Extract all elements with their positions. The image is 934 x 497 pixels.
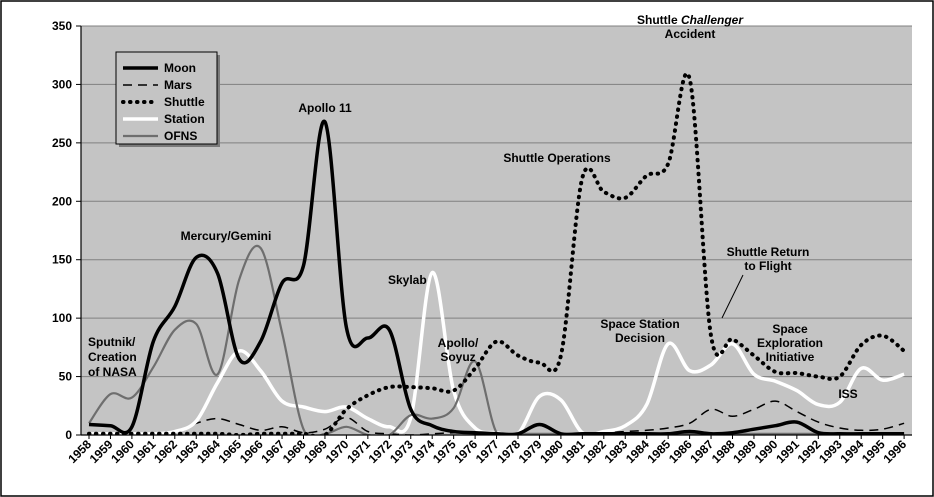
annotation-line: Shuttle bbox=[637, 13, 681, 27]
annotation-4: Apollo/Soyuz bbox=[438, 336, 479, 364]
annotation-0: Sputnik/Creation of NASA bbox=[88, 335, 137, 379]
x-tick-label-1983: 1983 bbox=[602, 437, 631, 466]
annotation-line: Space Station bbox=[600, 317, 679, 331]
x-tick-label-1971: 1971 bbox=[344, 437, 373, 466]
x-tick-label-1978: 1978 bbox=[494, 437, 523, 466]
annotation-line: Mercury/Gemini bbox=[181, 229, 272, 243]
annotation-line: of NASA bbox=[88, 365, 137, 379]
legend-label-shuttle: Shuttle bbox=[164, 95, 205, 109]
x-tick-label-1963: 1963 bbox=[173, 437, 202, 466]
annotation-9: Space Exploration Initiative bbox=[757, 322, 823, 364]
y-tick-label-0: 0 bbox=[65, 428, 72, 442]
series-line-moon bbox=[88, 120, 905, 435]
x-tick-label-1990: 1990 bbox=[752, 437, 781, 466]
x-tick-label-1988: 1988 bbox=[709, 437, 738, 466]
legend-label-mars: Mars bbox=[164, 78, 192, 92]
annotation-8: Shuttle Return to Flight bbox=[727, 245, 810, 273]
x-tick-label-1964: 1964 bbox=[194, 437, 223, 466]
annotation-6: Shuttle Challenger Accident bbox=[637, 13, 744, 41]
x-tick-label-1980: 1980 bbox=[537, 437, 566, 466]
annotation-3: Skylab bbox=[388, 273, 427, 287]
y-tick-label-250: 250 bbox=[52, 136, 72, 150]
x-tick-label-1966: 1966 bbox=[237, 437, 266, 466]
axes bbox=[76, 25, 912, 439]
annotation-line: Soyuz bbox=[440, 350, 475, 364]
legend-label-moon: Moon bbox=[164, 61, 196, 75]
y-tick-label-300: 300 bbox=[52, 77, 72, 91]
y-tick-labels: 0 50 100 150 200 250 300 350 bbox=[52, 19, 72, 442]
x-tick-label-1962: 1962 bbox=[151, 437, 180, 466]
x-tick-label-1981: 1981 bbox=[559, 437, 588, 466]
x-tick-label-1989: 1989 bbox=[730, 437, 759, 466]
x-tick-label-1968: 1968 bbox=[280, 437, 309, 466]
series-line-ofns bbox=[88, 244, 905, 435]
annotation-10: ISS bbox=[838, 387, 857, 401]
x-tick-label-1960: 1960 bbox=[108, 437, 137, 466]
y-tick-label-150: 150 bbox=[52, 253, 72, 267]
annotation-line: Shuttle Operations bbox=[503, 151, 611, 165]
x-tick-label-1961: 1961 bbox=[130, 437, 159, 466]
x-tick-label-1993: 1993 bbox=[816, 437, 845, 466]
x-tick-label-1975: 1975 bbox=[430, 437, 459, 466]
annotation-1: Mercury/Gemini bbox=[181, 229, 272, 243]
x-tick-label-1986: 1986 bbox=[666, 437, 695, 466]
x-tick-label-1972: 1972 bbox=[366, 437, 395, 466]
x-tick-label-1982: 1982 bbox=[580, 437, 609, 466]
legend-label-ofns: OFNS bbox=[164, 129, 197, 143]
x-tick-label-1996: 1996 bbox=[880, 437, 909, 466]
y-tick-label-100: 100 bbox=[52, 311, 72, 325]
annotation-7: Space Station Decision bbox=[600, 317, 679, 345]
annotation-line: Exploration bbox=[757, 336, 823, 350]
x-tick-label-1995: 1995 bbox=[859, 437, 888, 466]
x-tick-label-1979: 1979 bbox=[516, 437, 545, 466]
annotation-2: Apollo 11 bbox=[298, 101, 352, 115]
annotations: Sputnik/Creation of NASA Mercury/Gemini Apo… bbox=[88, 13, 858, 401]
annotation-line: Apollo/ bbox=[438, 336, 479, 350]
x-tick-label-1992: 1992 bbox=[795, 437, 824, 466]
annotation-italic: Challenger bbox=[681, 13, 744, 27]
annotation-line: to Flight bbox=[744, 259, 791, 273]
x-tick-label-1977: 1977 bbox=[473, 437, 502, 466]
annotation-line: Apollo 11 bbox=[298, 101, 352, 115]
annotation-pointer bbox=[721, 274, 744, 319]
x-tick-labels: 1958195919601961196219631964196519661967… bbox=[65, 437, 909, 466]
annotation-line: ISS bbox=[838, 387, 857, 401]
annotation-line: Accident bbox=[665, 27, 716, 41]
annotation-line: Shuttle Return bbox=[727, 245, 810, 259]
annotation-line: Sputnik/ bbox=[88, 335, 136, 349]
annotation-line: Initiative bbox=[766, 350, 815, 364]
x-tick-label-1969: 1969 bbox=[301, 437, 330, 466]
y-tick-label-200: 200 bbox=[52, 194, 72, 208]
x-tick-label-1976: 1976 bbox=[451, 437, 480, 466]
x-tick-label-1994: 1994 bbox=[838, 437, 867, 466]
annotation-line: Space bbox=[772, 322, 808, 336]
annotation-line: Decision bbox=[615, 331, 665, 345]
x-tick-label-1967: 1967 bbox=[258, 437, 287, 466]
x-tick-label-1974: 1974 bbox=[409, 437, 438, 466]
x-tick-label-1970: 1970 bbox=[323, 437, 352, 466]
legend-label-station: Station bbox=[164, 112, 205, 126]
x-tick-label-1991: 1991 bbox=[773, 437, 802, 466]
x-tick-label-1965: 1965 bbox=[215, 437, 244, 466]
y-tick-label-50: 50 bbox=[59, 370, 73, 384]
annotation-line: Creation bbox=[88, 350, 137, 364]
legend: Moon Mars Shuttle Station OFNS bbox=[115, 51, 220, 147]
annotation-5: Shuttle Operations bbox=[503, 151, 611, 165]
x-tick-label-1984: 1984 bbox=[623, 437, 652, 466]
x-tick-label-1973: 1973 bbox=[387, 437, 416, 466]
annotation-line: Skylab bbox=[388, 273, 427, 287]
x-tick-label-1987: 1987 bbox=[687, 437, 716, 466]
x-tick-label-1985: 1985 bbox=[644, 437, 673, 466]
y-tick-label-350: 350 bbox=[52, 19, 72, 33]
x-tick-label-1959: 1959 bbox=[87, 437, 116, 466]
